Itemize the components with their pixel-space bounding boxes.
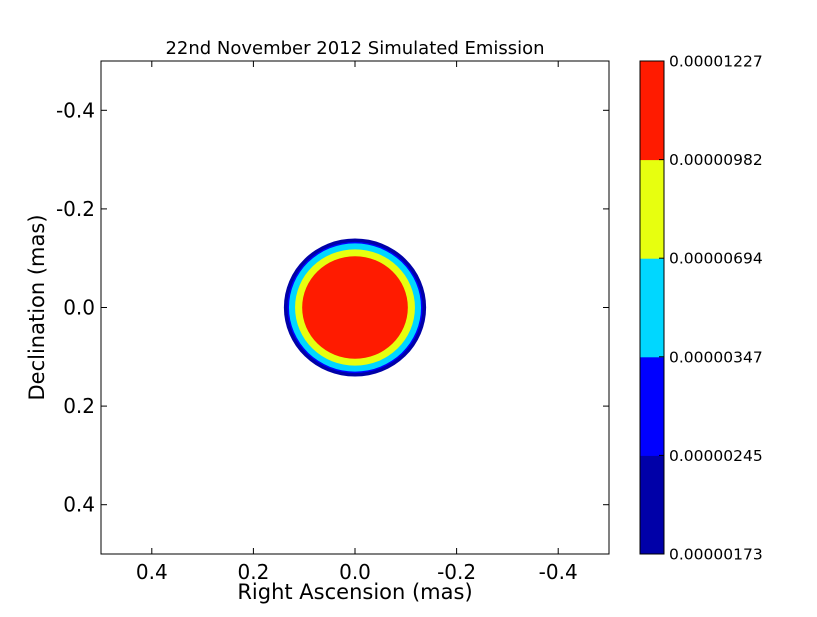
y-tick-label: 0.4	[63, 493, 95, 517]
y-tick-label: -0.2	[56, 197, 95, 221]
y-axis-label: Declination (mas)	[25, 214, 49, 400]
x-tick-label: 0.2	[237, 560, 269, 584]
x-axis-ticks: 0.4 0.2 0.0 -0.2 -0.4	[136, 61, 578, 584]
x-axis-label: Right Ascension (mas)	[237, 580, 472, 604]
colorbar-tick-label: 0.00001227	[669, 53, 763, 71]
colorbar-tick-label: 0.00000347	[669, 348, 763, 366]
contour-level-5	[302, 256, 408, 359]
chart-title: 22nd November 2012 Simulated Emission	[165, 38, 544, 59]
colorbar-tick-label: 0.00000173	[669, 546, 763, 564]
colorbar-ticks: 0.00000173 0.00000245 0.00000347 0.00000694…	[659, 53, 763, 564]
colorbar-segment-2	[640, 356, 664, 456]
emission-contours	[283, 238, 427, 377]
colorbar-tick-label: 0.00000245	[669, 447, 763, 465]
colorbar-segment-4	[640, 159, 664, 259]
x-tick-label: -0.4	[539, 560, 578, 584]
y-axis-ticks: -0.4 -0.2 0.0 0.2 0.4	[56, 98, 609, 517]
x-tick-label: -0.2	[437, 560, 476, 584]
x-tick-label: 0.4	[136, 560, 168, 584]
colorbar-frame	[639, 60, 665, 555]
colorbar-tick-label: 0.00000982	[669, 151, 763, 169]
colorbar-segment-3	[640, 258, 664, 358]
y-tick-label: -0.4	[56, 98, 95, 122]
colorbar-segment-1	[640, 455, 664, 555]
colorbar-tick-label: 0.00000694	[669, 250, 763, 268]
colorbar-segment-5	[640, 61, 664, 161]
colorbar-segments	[640, 61, 664, 555]
colorbar: 0.00000173 0.00000245 0.00000347 0.00000694…	[639, 53, 763, 564]
x-tick-label: 0.0	[339, 560, 371, 584]
y-tick-label: 0.0	[63, 296, 95, 320]
y-tick-label: 0.2	[63, 394, 95, 418]
plot-area: 0.4 0.2 0.0 -0.2 -0.4 -0.4 -0.2 0.0 0.2 0.4	[56, 60, 610, 584]
